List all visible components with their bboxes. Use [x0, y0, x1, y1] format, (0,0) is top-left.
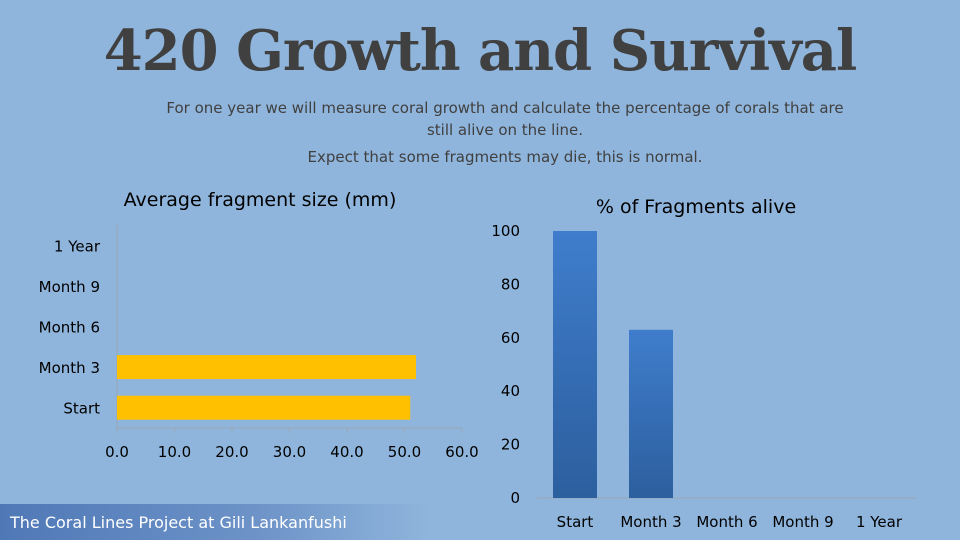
size-x-tick-label: 50.0 — [388, 443, 421, 461]
size-chart-title: Average fragment size (mm) — [124, 189, 397, 211]
size-category-label: Start — [63, 400, 100, 418]
size-category-label: Month 9 — [39, 278, 100, 296]
size-x-tick-label: 30.0 — [273, 443, 306, 461]
slide-title: 420 Growth and Survival — [103, 18, 858, 84]
slide-note: Expect that some fragments may die, this… — [307, 148, 703, 166]
alive-bar — [553, 231, 597, 498]
size-category-label: Month 3 — [39, 359, 100, 377]
slide-subtitle: For one year we will measure coral growt… — [166, 99, 844, 139]
size-category-label: Month 6 — [39, 319, 100, 337]
alive-category-label: Start — [557, 513, 594, 531]
alive-y-tick-label: 0 — [510, 489, 520, 507]
size-x-tick-label: 20.0 — [215, 443, 248, 461]
alive-category-label: 1 Year — [856, 513, 903, 531]
footer-banner: The Coral Lines Project at Gili Lankanfu… — [0, 504, 430, 540]
size-x-tick-label: 10.0 — [158, 443, 191, 461]
alive-y-tick-label: 40 — [501, 382, 520, 400]
alive-category-label: Month 6 — [696, 513, 757, 531]
size-bar — [117, 395, 411, 420]
alive-chart-title: % of Fragments alive — [596, 196, 796, 218]
alive-y-tick-label: 100 — [491, 222, 520, 240]
alive-y-tick-label: 80 — [501, 275, 520, 293]
alive-category-label: Month 3 — [620, 513, 681, 531]
size-x-tick-label: 60.0 — [445, 443, 478, 461]
size-x-tick-label: 40.0 — [330, 443, 363, 461]
alive-category-label: Month 9 — [772, 513, 833, 531]
size-bar — [117, 355, 416, 380]
alive-bar — [629, 329, 673, 498]
alive-y-tick-label: 60 — [501, 329, 520, 347]
size-category-label: 1 Year — [54, 237, 101, 255]
footer-text: The Coral Lines Project at Gili Lankanfu… — [10, 513, 347, 532]
alive-y-tick-label: 20 — [501, 436, 520, 454]
size-x-tick-label: 0.0 — [105, 443, 129, 461]
